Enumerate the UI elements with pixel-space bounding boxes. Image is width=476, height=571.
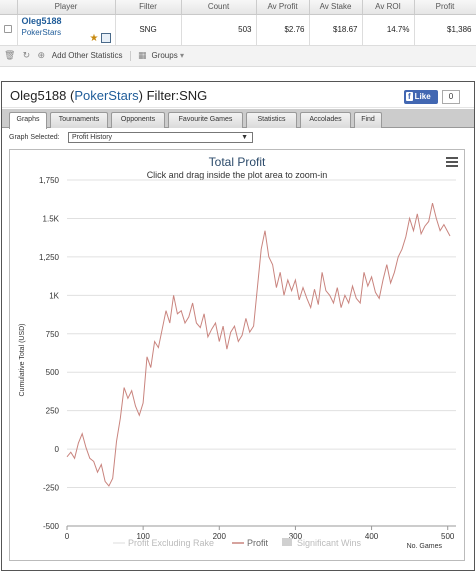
chart-legend: Profit Excluding Rake Profit Significant W… — [113, 538, 362, 548]
graph-select-row: Graph Selected: Profit History ▼ — [9, 132, 253, 143]
trash-icon[interactable]: 🗑 — [4, 50, 16, 60]
x-tick-label: 0 — [65, 532, 70, 541]
x-tick-label: 500 — [441, 532, 455, 541]
chart-title: Total Profit — [209, 155, 266, 169]
player-window: Oleg5188 (PokerStars) Filter:SNG f Like 0… — [1, 81, 475, 571]
facebook-like-button[interactable]: f Like — [404, 90, 438, 104]
y-tick-label: 1K — [49, 291, 59, 300]
y-tick-label: -250 — [43, 484, 60, 493]
chart-grid — [67, 179, 456, 527]
facebook-like-count: 0 — [442, 90, 460, 104]
y-tick-label: 500 — [46, 368, 60, 377]
tab-find[interactable]: Find — [354, 112, 382, 128]
window-tabs: Graphs Tournaments Opponents Favourite G… — [2, 109, 474, 129]
favourite-star-icon[interactable]: ★ — [89, 32, 99, 44]
legend-label: Profit Excluding Rake — [128, 538, 214, 548]
graph-select-dropdown[interactable]: Profit History ▼ — [68, 132, 253, 143]
add-stats-icon[interactable]: ⊕ — [37, 50, 45, 60]
tab-accolades[interactable]: Accolades — [300, 112, 351, 128]
av-roi-cell: 14.7% — [362, 14, 415, 46]
graph-select-value: Profit History — [72, 134, 113, 141]
column-header-av-roi[interactable]: Av ROI — [362, 0, 415, 15]
tab-statistics[interactable]: Statistics — [246, 112, 297, 128]
y-tick-label: 1,750 — [39, 176, 60, 185]
table-row[interactable]: Oleg5188 PokerStars ★ SNG 503 $2.76 $18.… — [0, 14, 476, 46]
groups-icon: ▦ — [137, 50, 147, 60]
window-title: Oleg5188 (PokerStars) Filter:SNG — [10, 88, 208, 103]
y-tick-label: 1,250 — [39, 253, 60, 262]
legend-label: Significant Wins — [297, 538, 362, 548]
graph-selected-label: Graph Selected: — [9, 134, 60, 141]
tab-favourite-games[interactable]: Favourite Games — [168, 112, 243, 128]
y-tick-label: 1.5K — [43, 214, 60, 223]
x-axis-ticks: 0 100 200 300 400 500 — [65, 526, 455, 541]
x-tick-label: 100 — [136, 532, 150, 541]
table-toolbar: 🗑 ↻ ⊕ Add Other Statistics ▦ Groups ▾ — [0, 45, 476, 67]
count-cell: 503 — [181, 14, 257, 46]
legend-significant-wins[interactable]: Significant Wins — [282, 538, 362, 548]
tab-tournaments[interactable]: Tournaments — [50, 112, 108, 128]
y-tick-label: 750 — [46, 330, 60, 339]
x-tick-label: 400 — [365, 532, 379, 541]
av-stake-cell: $18.67 — [309, 14, 363, 46]
column-header-av-profit[interactable]: Av Profit — [256, 0, 310, 15]
dropdown-arrow-icon: ▼ — [241, 134, 248, 141]
tab-opponents[interactable]: Opponents — [111, 112, 165, 128]
row-checkbox[interactable] — [4, 24, 12, 33]
column-header-profit[interactable]: Profit — [414, 0, 476, 15]
window-title-player: Oleg5188 — [10, 88, 67, 103]
chart-svg[interactable]: Total Profit Click and drag inside the p… — [10, 150, 464, 560]
x-axis-label: No. Games — [407, 543, 443, 550]
y-tick-label: 250 — [46, 407, 60, 416]
x-tick-label: 300 — [289, 532, 303, 541]
chevron-down-icon: ▾ — [179, 51, 184, 60]
profit-cell: $1,386 — [414, 14, 476, 46]
refresh-icon[interactable]: ↻ — [22, 50, 31, 60]
x-tick-label: 200 — [213, 532, 227, 541]
legend-profit-excluding-rake[interactable]: Profit Excluding Rake — [113, 538, 214, 548]
player-name-link[interactable]: Oleg5188 — [21, 15, 62, 26]
column-header-filter[interactable]: Filter — [115, 0, 182, 15]
stats-table: Player Filter Count Av Profit Av Stake A… — [0, 0, 476, 67]
filter-cell: SNG — [115, 14, 182, 46]
column-header-count[interactable]: Count — [181, 0, 257, 15]
toolbar-divider — [129, 50, 131, 61]
column-header-av-stake[interactable]: Av Stake — [309, 0, 363, 15]
y-axis-label: Cumulative Total (USD) — [19, 323, 26, 396]
y-axis-ticks: -500 -250 0 250 500 750 1K 1,250 1.5K 1,750 — [39, 176, 60, 531]
chart-subtitle: Click and drag inside the plot area to z… — [147, 170, 328, 180]
column-header-player[interactable]: Player — [17, 0, 116, 15]
series-line-profit — [66, 202, 451, 487]
profit-chart[interactable]: Total Profit Click and drag inside the p… — [9, 149, 465, 561]
facebook-icon: f — [406, 92, 413, 101]
tab-graphs[interactable]: Graphs — [9, 112, 47, 129]
y-tick-label: -500 — [43, 522, 60, 531]
legend-label: Profit — [247, 538, 269, 548]
window-title-site-link[interactable]: PokerStars — [74, 88, 139, 103]
y-tick-label: 0 — [55, 445, 60, 454]
legend-profit[interactable]: Profit — [232, 538, 269, 548]
notes-icon[interactable] — [100, 33, 111, 44]
player-site-link[interactable]: PokerStars — [21, 27, 62, 37]
window-title-filter: Filter:SNG — [146, 88, 208, 103]
select-all-header — [0, 0, 18, 15]
av-profit-cell: $2.76 — [256, 14, 310, 46]
chart-menu-icon[interactable] — [446, 157, 458, 167]
add-other-statistics-link[interactable]: Add Other Statistics — [51, 51, 123, 60]
legend-marker — [282, 538, 292, 546]
window-header: Oleg5188 (PokerStars) Filter:SNG f Like 0 — [2, 82, 474, 108]
groups-dropdown[interactable]: Groups — [151, 51, 178, 60]
